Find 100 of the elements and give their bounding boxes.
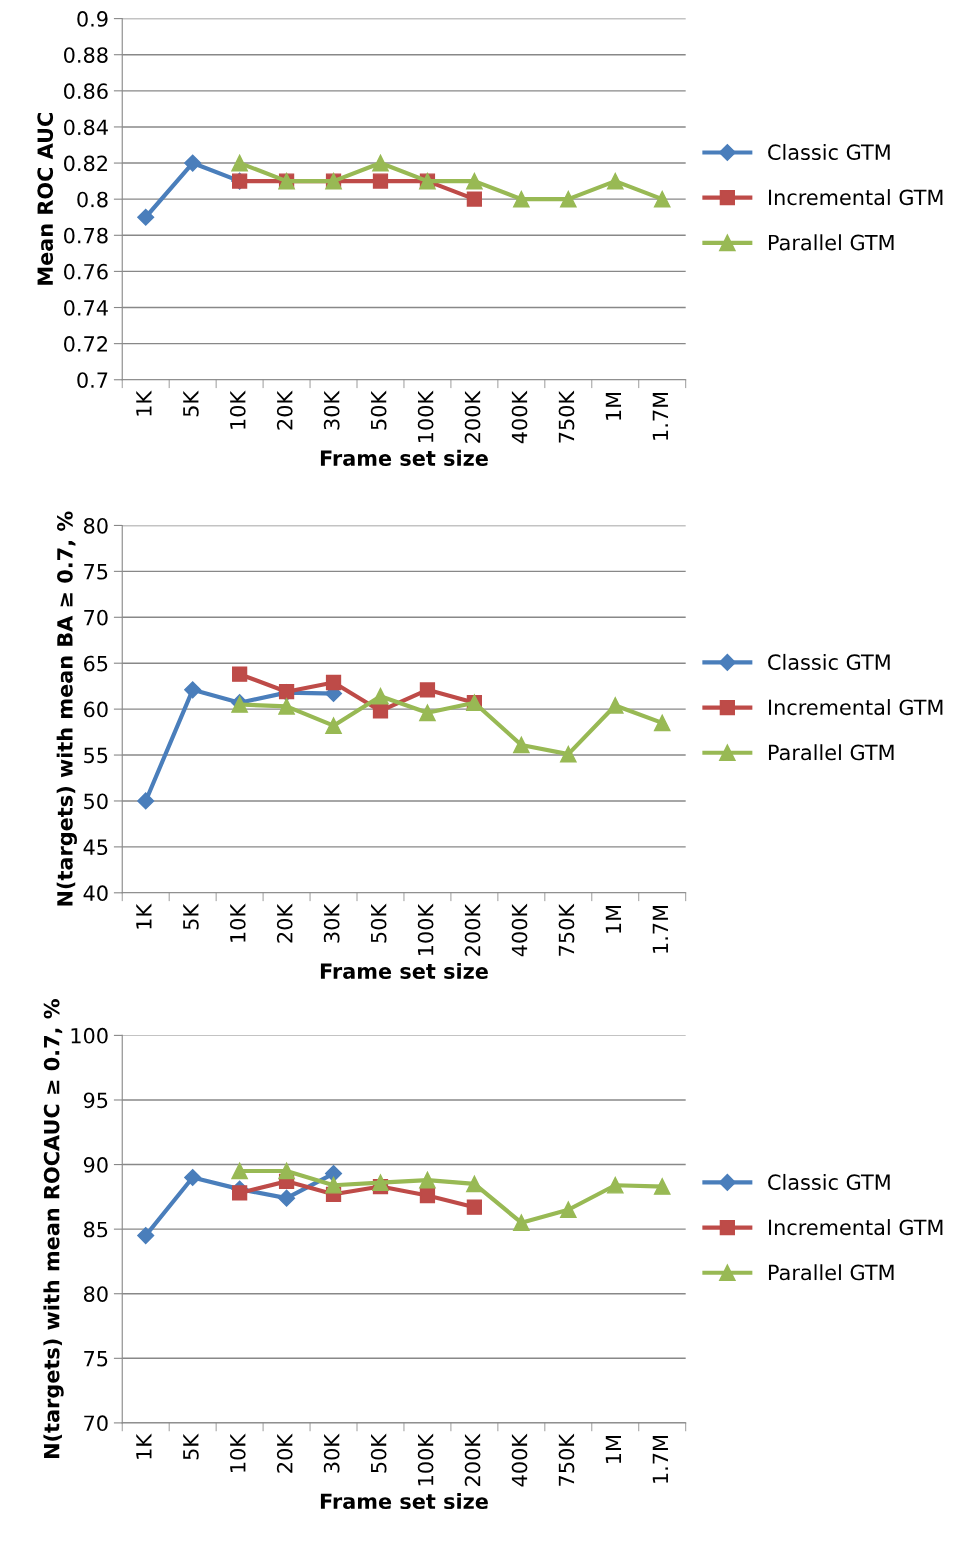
point — [419, 682, 436, 698]
x-tick-label: 400K — [511, 390, 528, 444]
y-tick-label: 100 — [71, 1027, 108, 1044]
x-tick-label: 10K — [229, 903, 246, 942]
x-tick-label: 200K — [464, 390, 481, 443]
x-tick-label: 750K — [558, 390, 575, 443]
x-tick-label: 400K — [511, 1433, 528, 1487]
y-tick-label: 40 — [83, 885, 108, 902]
x-tick-label: 30K — [323, 903, 340, 943]
x-tick-label: 100K — [417, 390, 434, 442]
x-tick-label: 200K — [464, 1433, 481, 1486]
point — [278, 1162, 295, 1180]
legend-label: Parallel GTM — [768, 1264, 894, 1281]
point — [513, 1214, 530, 1232]
point — [466, 191, 483, 207]
y-tick-label: 0.8 — [77, 191, 108, 208]
point — [231, 1162, 248, 1180]
point — [184, 154, 202, 172]
legend-label: Classic GTM — [768, 1173, 890, 1191]
point — [372, 687, 389, 705]
point — [278, 1189, 296, 1207]
y-tick-label: 60 — [83, 701, 108, 718]
x-tick-label: 1M — [605, 1436, 622, 1463]
point — [231, 154, 248, 172]
y-tick-label: 0.84 — [64, 119, 108, 136]
x-tick-label: 1M — [605, 392, 622, 420]
y-tick-label: 0.82 — [64, 155, 107, 172]
x-axis-title: Frame set size — [320, 962, 488, 980]
point — [606, 1176, 624, 1194]
point — [653, 1178, 671, 1195]
y-axis-title: N(targets) with mean BA ≥ 0.7, % — [56, 511, 77, 906]
y-tick-label: 0.9 — [77, 11, 108, 27]
legend-label: Incremental GTM — [768, 189, 943, 206]
x-tick-label: 100K — [417, 903, 434, 956]
point — [419, 1187, 436, 1204]
y-axis-title: N(targets) with mean ROCAUC ≥ 0.7, % — [43, 999, 64, 1458]
point — [559, 1201, 577, 1219]
y-tick-label: 90 — [83, 1157, 108, 1173]
y-tick-label: 80 — [83, 1286, 108, 1302]
x-tick-label: 750K — [558, 903, 575, 956]
legend-label: Classic GTM — [768, 653, 890, 671]
point — [372, 1174, 389, 1191]
y-tick-label: 85 — [83, 1221, 108, 1238]
x-tick-label: 20K — [276, 1433, 293, 1473]
point — [137, 208, 155, 226]
x-tick-label: 20K — [276, 390, 293, 430]
x-tick-label: 1K — [136, 903, 152, 929]
x-tick-label: 30K — [323, 1433, 340, 1473]
point — [137, 792, 155, 810]
x-tick-label: 1.7M — [652, 905, 668, 953]
y-tick-label: 0.76 — [64, 263, 108, 280]
y-tick-label: 0.86 — [64, 83, 108, 100]
y-tick-label: 0.72 — [64, 336, 107, 352]
x-tick-label: 1.7M — [652, 392, 668, 440]
y-tick-label: 70 — [84, 1415, 108, 1432]
y-tick-label: 0.88 — [64, 47, 108, 63]
y-tick-label: 65 — [83, 655, 108, 672]
point — [466, 172, 483, 190]
x-tick-label: 400K — [511, 903, 528, 957]
x-tick-label: 5K — [183, 903, 199, 930]
y-tick-label: 75 — [84, 1351, 108, 1367]
y-tick-label: 75 — [84, 564, 108, 580]
x-axis-title: Frame set size — [320, 449, 488, 466]
x-tick-label: 30K — [323, 390, 340, 430]
point — [513, 190, 530, 208]
point — [372, 703, 389, 719]
x-tick-label: 50K — [370, 1433, 387, 1473]
point — [231, 1185, 248, 1201]
x-tick-label: 200K — [464, 903, 481, 956]
point — [231, 666, 248, 682]
point — [372, 154, 389, 172]
x-tick-label: 10K — [229, 390, 246, 429]
point — [278, 698, 295, 715]
y-tick-label: 95 — [83, 1092, 108, 1109]
point — [559, 745, 577, 763]
x-tick-label: 1K — [136, 390, 152, 416]
x-tick-label: 50K — [370, 903, 387, 943]
point — [606, 697, 624, 714]
point — [466, 1175, 483, 1193]
point — [325, 717, 342, 734]
y-axis-title: Mean ROC AUC — [37, 113, 54, 285]
point — [137, 1227, 155, 1245]
point — [184, 1168, 202, 1187]
point — [466, 1199, 483, 1215]
point — [653, 190, 671, 208]
x-tick-label: 1M — [605, 905, 622, 933]
y-tick-label: 0.74 — [64, 299, 108, 316]
x-tick-label: 1K — [136, 1433, 152, 1459]
x-tick-label: 100K — [417, 1433, 434, 1486]
point — [606, 172, 624, 190]
x-tick-label: 5K — [183, 390, 199, 417]
y-tick-label: 45 — [83, 839, 108, 856]
x-tick-label: 20K — [276, 903, 293, 943]
legend-label: Classic GTM — [768, 143, 890, 161]
x-axis-title: Frame set size — [320, 1492, 488, 1510]
y-tick-label: 0.7 — [77, 372, 108, 388]
x-tick-label: 750K — [558, 1433, 575, 1486]
x-tick-label: 10K — [229, 1433, 246, 1472]
x-tick-label: 1.7M — [652, 1436, 668, 1483]
y-tick-label: 80 — [83, 517, 108, 534]
